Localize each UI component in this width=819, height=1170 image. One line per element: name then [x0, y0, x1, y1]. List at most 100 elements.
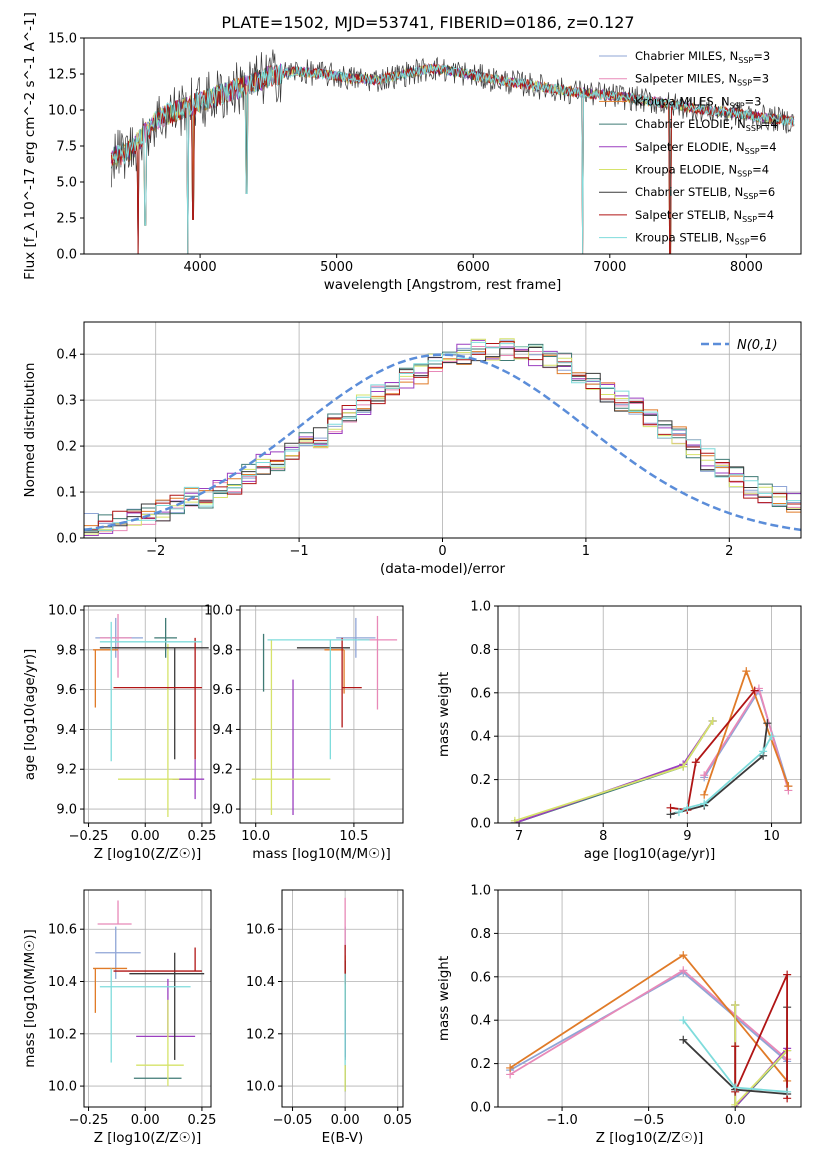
y-tick-label: 9.0 — [56, 803, 77, 818]
data-point-marker — [679, 1035, 688, 1044]
mass-weight-line — [703, 686, 790, 791]
legend-subscript: SSP — [745, 147, 760, 156]
x-tick-label: 0.05 — [383, 1113, 412, 1128]
legend-number: =3 — [752, 72, 769, 86]
x-tick-label: 0.0 — [725, 1113, 746, 1128]
y-axis-label: mass weight — [436, 956, 452, 1041]
x-tick-label: 7 — [515, 829, 523, 844]
spectrum-line — [110, 63, 794, 254]
y-tick-label: 9.6 — [212, 683, 233, 698]
mass-vs-Z-panel: −0.25 0.00 0.25 10.0 10.2 10.4 10.6 Z [log10(Z/… — [22, 889, 216, 1146]
y-tick-label: 0.8 — [470, 643, 491, 658]
x-tick-label: 10.0 — [241, 829, 270, 844]
y-tick-label: 0.4 — [470, 730, 491, 745]
x-tick-label: 8 — [599, 829, 607, 844]
x-tick-label: −1 — [290, 544, 309, 559]
massweight-vs-age-panel: 7 8 9 10 0.0 0.2 0.4 0.6 0.8 1.0 age [log10(age/yr… — [436, 600, 802, 862]
legend-subscript: SSP — [737, 170, 752, 179]
x-tick-label: −1.0 — [546, 1113, 578, 1128]
x-axis-label: E(B-V) — [322, 1130, 364, 1146]
y-tick-label: 0.2 — [470, 773, 491, 788]
y-axis-label: Normed distribution — [22, 363, 38, 498]
y-tick-label: 10.0 — [48, 104, 77, 119]
x-axis-label: age [log10(age/yr)] — [584, 846, 716, 862]
x-axis-label: (data-model)/error — [380, 561, 506, 577]
x-axis-label: Z [log10(Z/Z☉)] — [596, 1130, 704, 1146]
mass-weight-line — [703, 668, 790, 796]
x-tick-label: 10 — [763, 829, 780, 844]
data-point-marker — [700, 799, 709, 808]
y-tick-label: 10.6 — [48, 923, 77, 938]
axes-frame — [239, 605, 404, 824]
data-point-marker — [674, 808, 683, 817]
plot-area — [506, 951, 792, 1107]
legend-label: Kroupa STELIB, N — [635, 231, 735, 245]
spectrum-line — [110, 64, 795, 254]
y-tick-label: 9.4 — [56, 723, 77, 738]
x-axis-label: Z [log10(Z/Z☉)] — [94, 846, 202, 862]
y-tick-label: 0.2 — [470, 1057, 491, 1072]
data-point-marker — [700, 771, 709, 780]
data-point-marker — [750, 686, 759, 695]
data-point-marker — [679, 1016, 688, 1025]
y-tick-label: 0.1 — [56, 486, 77, 501]
y-tick-label: 10.0 — [204, 603, 233, 618]
legend-label: Kroupa MILES, N — [635, 94, 730, 108]
legend-number: =3 — [753, 49, 770, 63]
y-tick-label: 10.6 — [246, 923, 275, 938]
spectrum-line — [110, 63, 795, 254]
data-point-marker — [767, 732, 776, 741]
data-point-marker — [731, 1083, 740, 1092]
plot-area — [84, 338, 801, 538]
data-point-marker — [742, 667, 751, 676]
x-tick-label: 10.5 — [339, 829, 368, 844]
legend-subscript: SSP — [746, 124, 761, 133]
x-tick-label: −2 — [146, 544, 165, 559]
legend-number: =6 — [758, 185, 775, 199]
y-tick-label: 10.4 — [246, 975, 275, 990]
legend-subscript: SSP — [738, 56, 753, 65]
y-axis-label: mass [log10(M/M☉)] — [22, 929, 38, 1068]
legend-label: Kroupa ELODIE, N — [635, 163, 737, 177]
legend-entry: Chabrier MILES, NSSP=3 — [635, 49, 770, 65]
spectrum-line — [111, 64, 795, 254]
y-tick-label: 12.5 — [48, 68, 77, 83]
x-tick-label: 7000 — [593, 260, 626, 275]
x-tick-label: −0.25 — [69, 1113, 109, 1128]
y-tick-label: 9.6 — [56, 683, 77, 698]
data-point-marker — [700, 790, 709, 799]
y-tick-label: 10.0 — [48, 603, 77, 618]
x-axis-label: Z [log10(Z/Z☉)] — [94, 1130, 202, 1146]
data-point-marker — [510, 816, 519, 823]
y-tick-label: 10.4 — [48, 975, 77, 990]
y-tick-label: 9.8 — [212, 643, 233, 658]
legend-entry: Chabrier ELODIE, NSSP=4 — [635, 117, 778, 133]
y-axis-label: age [log10(age/yr)] — [22, 649, 38, 781]
plot-area — [510, 667, 793, 823]
legend-entry: Kroupa MILES, NSSP=3 — [635, 94, 761, 110]
mass-weight-line — [670, 723, 769, 816]
legend-label: Chabrier ELODIE, N — [635, 117, 746, 131]
y-tick-label: 9.2 — [212, 763, 233, 778]
legend-entry: Salpeter ELODIE, NSSP=4 — [635, 140, 777, 156]
y-tick-label: 0.6 — [470, 970, 491, 985]
residuals-panel: N(0,1) −2 −1 0 1 2 0.0 0.1 0.2 0.3 0.4 (data-model)… — [22, 321, 802, 577]
y-tick-label: 7.5 — [56, 140, 77, 155]
legend-number: =4 — [761, 117, 778, 131]
legend-subscript: SSP — [742, 215, 757, 224]
x-tick-label: −0.05 — [273, 1113, 313, 1128]
legend-entry: Salpeter STELIB, NSSP=4 — [635, 208, 774, 224]
y-tick-label: 9.0 — [212, 803, 233, 818]
figure-title: PLATE=1502, MJD=53741, FIBERID=0186, z=0… — [221, 13, 634, 32]
y-tick-label: 10.0 — [246, 1080, 275, 1095]
x-tick-label: 5000 — [320, 260, 353, 275]
x-axis-label: wavelength [Angstrom, rest frame] — [324, 277, 562, 293]
legend-label: Chabrier STELIB, N — [635, 185, 743, 199]
legend-subscript: SSP — [735, 238, 750, 247]
y-tick-label: 10.0 — [48, 1080, 77, 1095]
y-tick-label: 0.4 — [56, 348, 77, 363]
legend-entry: Salpeter MILES, NSSP=3 — [635, 72, 769, 88]
y-tick-label: 0.0 — [470, 1101, 491, 1116]
data-point-marker — [759, 747, 768, 756]
